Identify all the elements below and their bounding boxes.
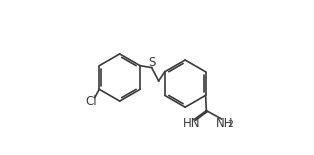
Text: S: S — [148, 56, 156, 69]
Text: HN: HN — [182, 117, 200, 130]
Text: 2: 2 — [227, 120, 233, 129]
Text: Cl: Cl — [85, 95, 97, 108]
Text: NH: NH — [216, 117, 234, 130]
